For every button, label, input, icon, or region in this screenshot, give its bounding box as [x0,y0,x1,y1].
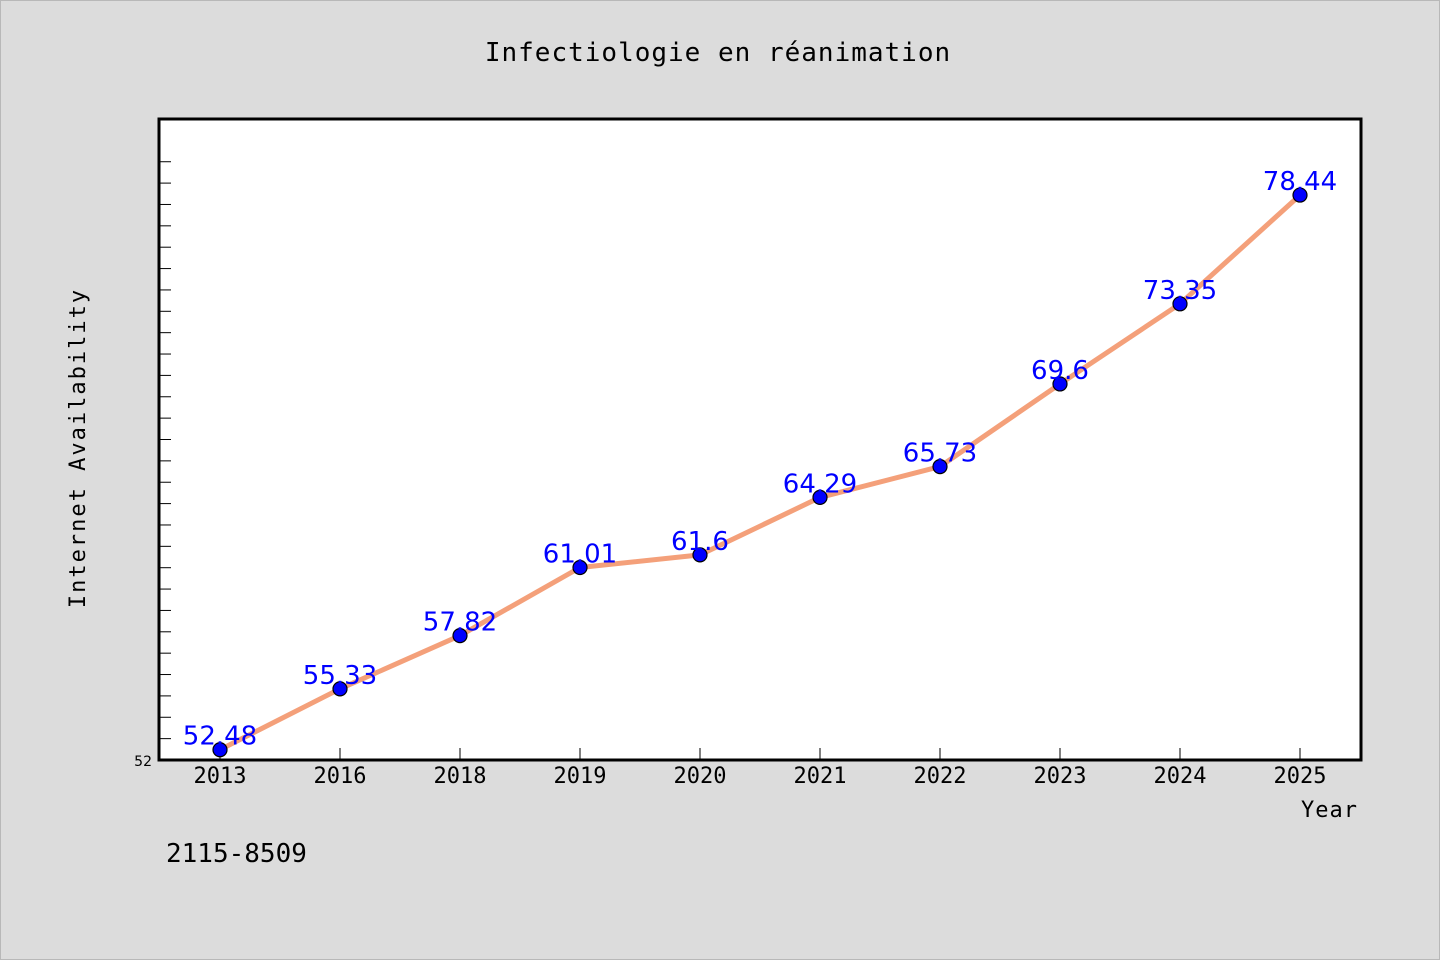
data-label: 52.48 [183,722,257,752]
data-label: 61.6 [671,527,729,557]
x-axis-tick-labels: 2013 2016 2018 2019 2020 2021 2022 2023 2024 2025 [194,764,1327,789]
x-tick-label: 2018 [434,764,487,789]
data-point [1172,296,1188,312]
data-point [212,742,228,758]
chart-title: Infectiologie en réanimation [485,38,951,68]
x-tick-label: 2025 [1274,764,1327,789]
data-label: 65.73 [903,439,977,469]
data-point [572,559,588,576]
data-label: 61.01 [543,539,617,569]
data-point [692,547,708,563]
x-tick-label: 2013 [194,764,247,789]
y-axis-label: Internet Availability [66,288,91,608]
x-axis-ticks [219,748,1301,760]
data-point [812,489,828,506]
data-labels: 52.48 55.33 57.82 61.01 61.6 64.29 65.73 69.6 73… [183,167,1337,752]
data-point [332,681,348,697]
x-tick-label: 2024 [1154,764,1207,789]
data-point [1292,187,1308,203]
x-axis-label: Year [1301,798,1358,823]
data-label: 78.44 [1263,167,1337,197]
x-tick-label: 2019 [554,764,607,789]
data-label: 64.29 [783,469,857,499]
x-tick-label: 2016 [314,764,367,789]
y-tick-label: 52 [134,754,152,770]
data-point [932,459,948,475]
footnote: 2115-8509 [166,839,307,869]
data-points [212,187,1308,758]
x-tick-label: 2020 [674,764,727,789]
data-label: 55.33 [303,661,377,691]
x-tick-label: 2021 [794,764,847,789]
data-point [1052,376,1068,392]
x-tick-label: 2022 [914,764,967,789]
y-axis-ticks [159,161,171,761]
series-line [217,192,1303,753]
plot-area [157,117,1363,762]
data-label: 69.6 [1031,356,1089,386]
data-point [452,628,468,644]
data-label: 57.82 [423,608,497,638]
data-label: 73.35 [1143,276,1217,306]
x-tick-label: 2023 [1034,764,1087,789]
